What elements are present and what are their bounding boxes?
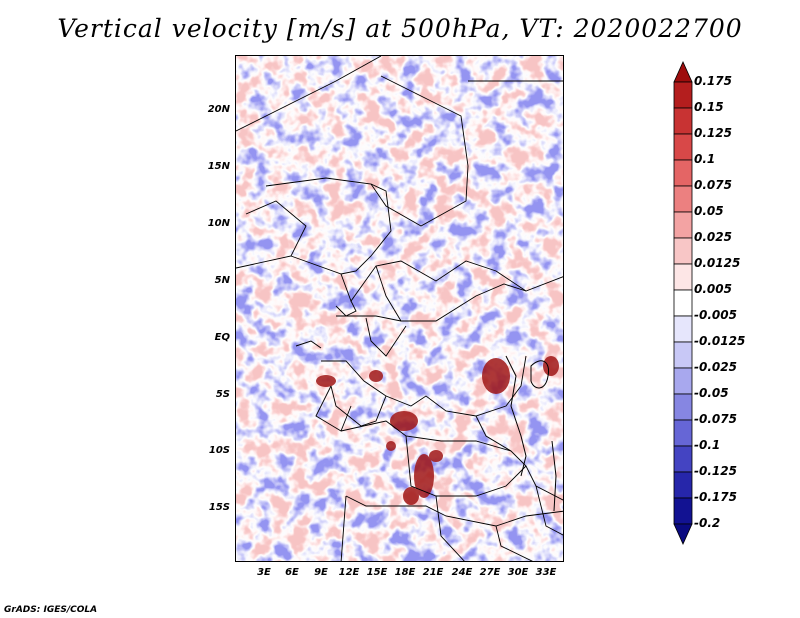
lon-tick-label: 33E [535,567,557,578]
lon-tick-label: 15E [366,567,388,578]
strong-updraft-cores [316,356,559,505]
lon-tick-label: 30E [507,567,529,578]
lon-tick-label: 18E [394,567,416,578]
colorbar-level-label: 0.175 [694,74,732,88]
chart-title: Vertical velocity [m/s] at 500hPa, VT: 2… [57,14,743,43]
colorbar-segment [673,341,693,369]
colorbar-level-label: -0.025 [694,360,737,374]
colorbar-level-label: -0.175 [694,490,737,504]
lat-tick-label: 5S [215,389,230,400]
colorbar-level-label: -0.0125 [694,334,746,348]
colorbar-level-label: -0.2 [694,516,721,530]
lon-tick-label: 6E [285,567,299,578]
colorbar-level-label: 0.125 [694,126,732,140]
colorbar-segment [673,237,693,265]
colorbar-level-label: 0.15 [694,100,724,114]
lon-tick-label: 27E [479,567,501,578]
colorbar-level-label: -0.05 [694,386,729,400]
colorbar-level-label: 0.005 [694,282,732,296]
colorbar-segment [673,471,693,499]
colorbar-segment [673,419,693,447]
colorbar-segment [673,263,693,291]
colorbar-segment [673,393,693,421]
colorbar-level-label: -0.075 [694,412,737,426]
colorbar-level-label: 0.1 [694,152,716,166]
velocity-map [235,55,564,562]
colorbar-level-label: 0.0125 [694,256,741,270]
lon-tick-label: 21E [422,567,444,578]
colorbar-level-label: 0.05 [694,204,724,218]
map-svg [236,56,563,561]
colorbar-segment [673,107,693,135]
lat-tick-label: 10N [207,218,230,229]
lat-tick-label: EQ [214,332,230,343]
colorbar [673,61,693,545]
colorbar-segment [673,185,693,213]
colorbar-segment [673,289,693,317]
colorbar-level-label: 0.025 [694,230,732,244]
vertical-velocity-field [236,56,563,561]
colorbar-bottom-triangle [673,523,693,545]
lon-tick-label: 9E [314,567,328,578]
colorbar-segment [673,211,693,239]
colorbar-segment [673,81,693,109]
colorbar-level-label: -0.005 [694,308,737,322]
colorbar-segment [673,445,693,473]
colorbar-segment [673,367,693,395]
lat-tick-label: 5N [214,275,230,286]
colorbar-top-triangle [673,61,693,83]
colorbar-segment [673,315,693,343]
lat-tick-label: 20N [207,104,230,115]
country-borders [236,56,563,561]
lakes-coastline [295,340,557,512]
lat-tick-label: 15S [208,502,230,513]
colorbar-segment [673,133,693,161]
lat-tick-label: 15N [207,161,230,172]
lat-tick-label: 10S [208,445,230,456]
colorbar-segment [673,497,693,525]
credit-text: GrADS: IGES/COLA [4,605,98,615]
colorbar-level-label: 0.075 [694,178,732,192]
lon-tick-label: 24E [451,567,473,578]
colorbar-level-label: -0.1 [694,438,721,452]
lon-tick-label: 12E [338,567,360,578]
colorbar-level-label: -0.125 [694,464,737,478]
colorbar-segment [673,159,693,187]
lon-tick-label: 3E [257,567,271,578]
